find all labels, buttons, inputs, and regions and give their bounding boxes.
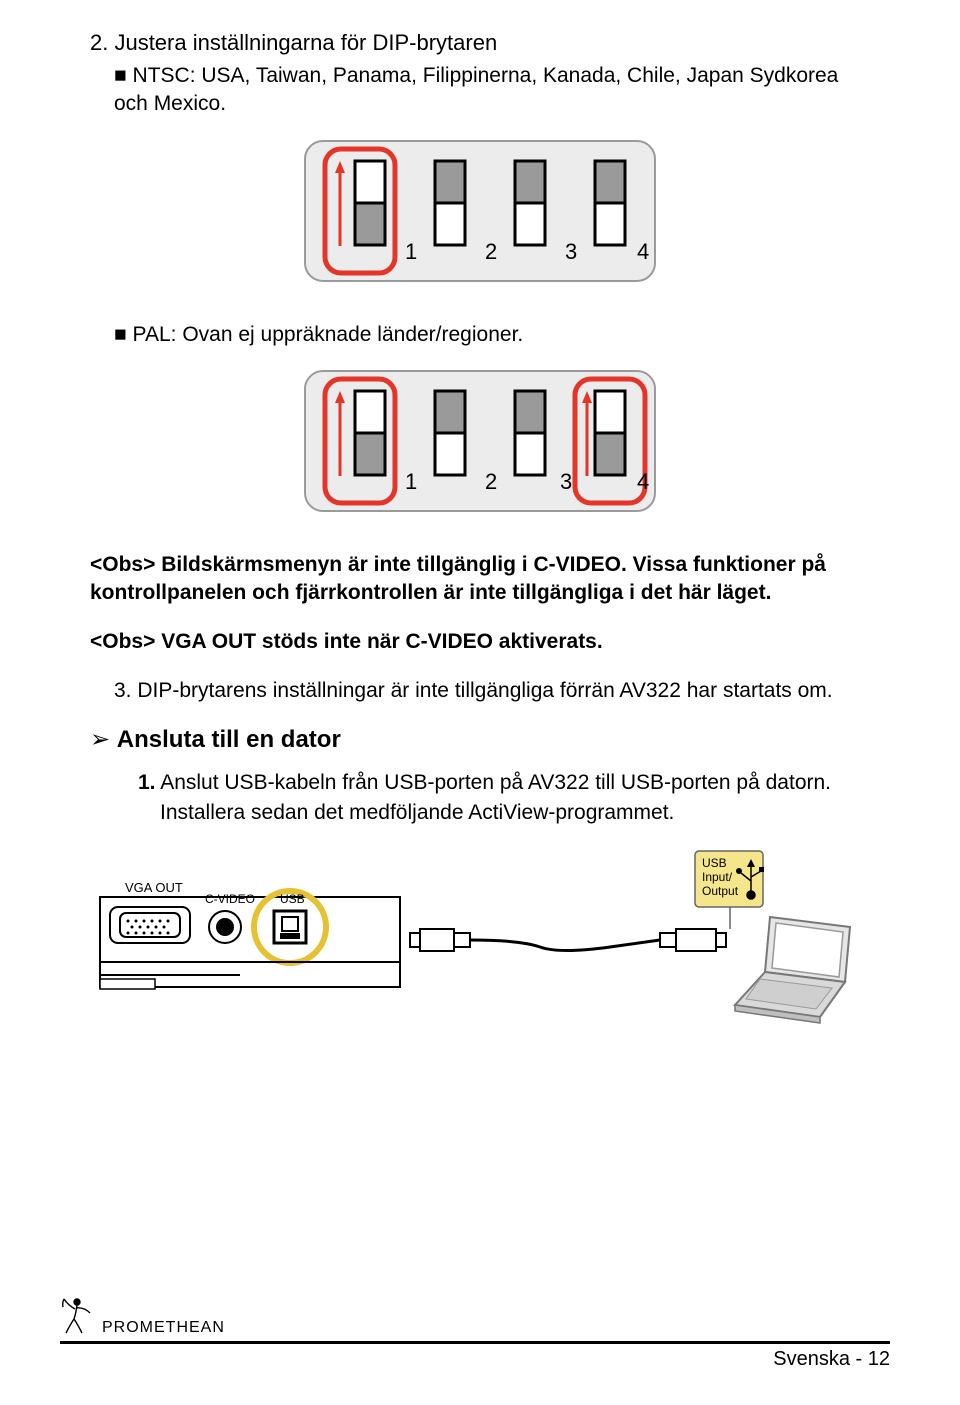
connect-item-1-prefix: 1. — [138, 771, 156, 794]
brand-label: PROMETHEAN — [102, 1319, 225, 1337]
promethean-logo-icon — [60, 1295, 94, 1337]
page-number: Svenska - 12 — [60, 1348, 890, 1371]
usb-label: USB — [280, 892, 305, 906]
section-connect-label: Ansluta till en dator — [117, 726, 341, 753]
logo-block: PROMETHEAN — [60, 1295, 890, 1337]
heading-step2: 2. Justera inställningarna för DIP-bryta… — [90, 30, 870, 56]
dip1-label-4: 4 — [637, 239, 649, 264]
dip2-label-1: 1 — [405, 469, 417, 494]
connect-item-1-body: Anslut USB-kabeln från USB-porten på AV3… — [156, 771, 832, 823]
usb-io-3: Output — [702, 884, 739, 898]
pal-bullet: PAL: Ovan ej uppräknade länder/regioner. — [114, 321, 870, 349]
dip-figure-ntsc: 1 2 3 4 — [295, 131, 665, 291]
dip2-label-4: 4 — [637, 469, 649, 494]
dip1-label-3: 3 — [565, 239, 577, 264]
connect-item-1: 1. Anslut USB-kabeln från USB-porten på … — [138, 768, 870, 827]
dip-figure-pal: 1 2 3 4 — [295, 361, 665, 521]
item-3-restart: 3. DIP-brytarens inställningar är inte t… — [114, 676, 870, 705]
footer: PROMETHEAN Svenska - 12 — [60, 1295, 890, 1371]
connection-figure: VGA OUT C-VIDEO USB — [90, 847, 870, 1027]
usb-io-1: USB — [702, 856, 727, 870]
dip1-label-2: 2 — [485, 239, 497, 264]
usb-io-2: Input/ — [702, 870, 733, 884]
dip2-label-3: 3 — [560, 469, 572, 494]
footer-divider — [60, 1341, 890, 1344]
vga-label: VGA OUT — [125, 880, 183, 895]
note-cvideo: <Obs> Bildskärmsmenyn är inte tillgängli… — [90, 551, 870, 608]
dip2-label-2: 2 — [485, 469, 497, 494]
dip1-label-1: 1 — [405, 239, 417, 264]
cvideo-label: C-VIDEO — [205, 892, 255, 906]
note-vgaout: <Obs> VGA OUT stöds inte när C-VIDEO akt… — [90, 628, 870, 656]
section-connect-heading: ➢ Ansluta till en dator — [90, 725, 870, 754]
ntsc-bullet: NTSC: USA, Taiwan, Panama, Filippinerna,… — [114, 62, 870, 119]
